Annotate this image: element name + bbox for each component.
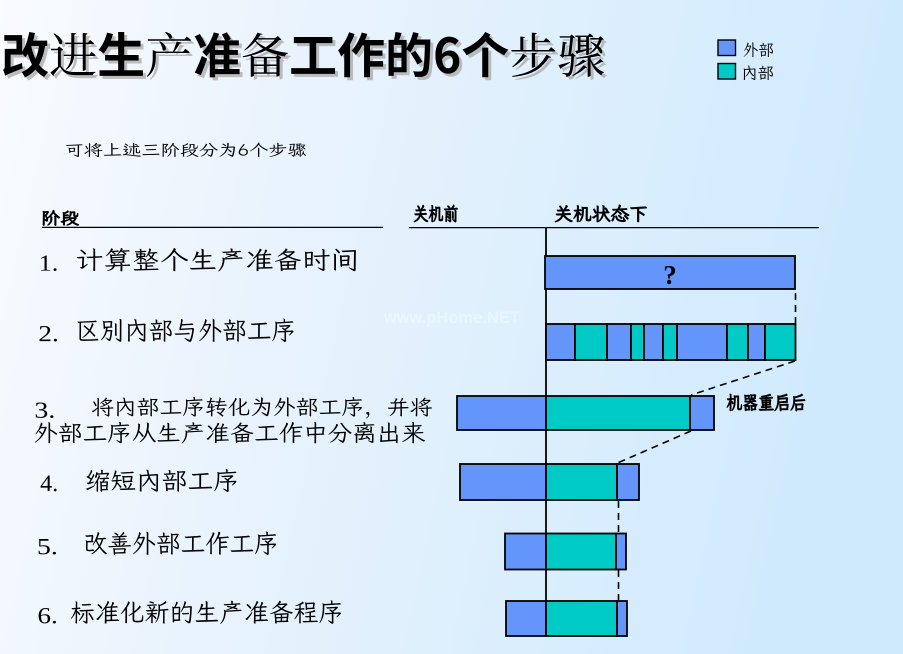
svg-text:www.pHome.NET: www.pHome.NET xyxy=(383,309,520,327)
svg-text:?: ? xyxy=(663,260,677,290)
